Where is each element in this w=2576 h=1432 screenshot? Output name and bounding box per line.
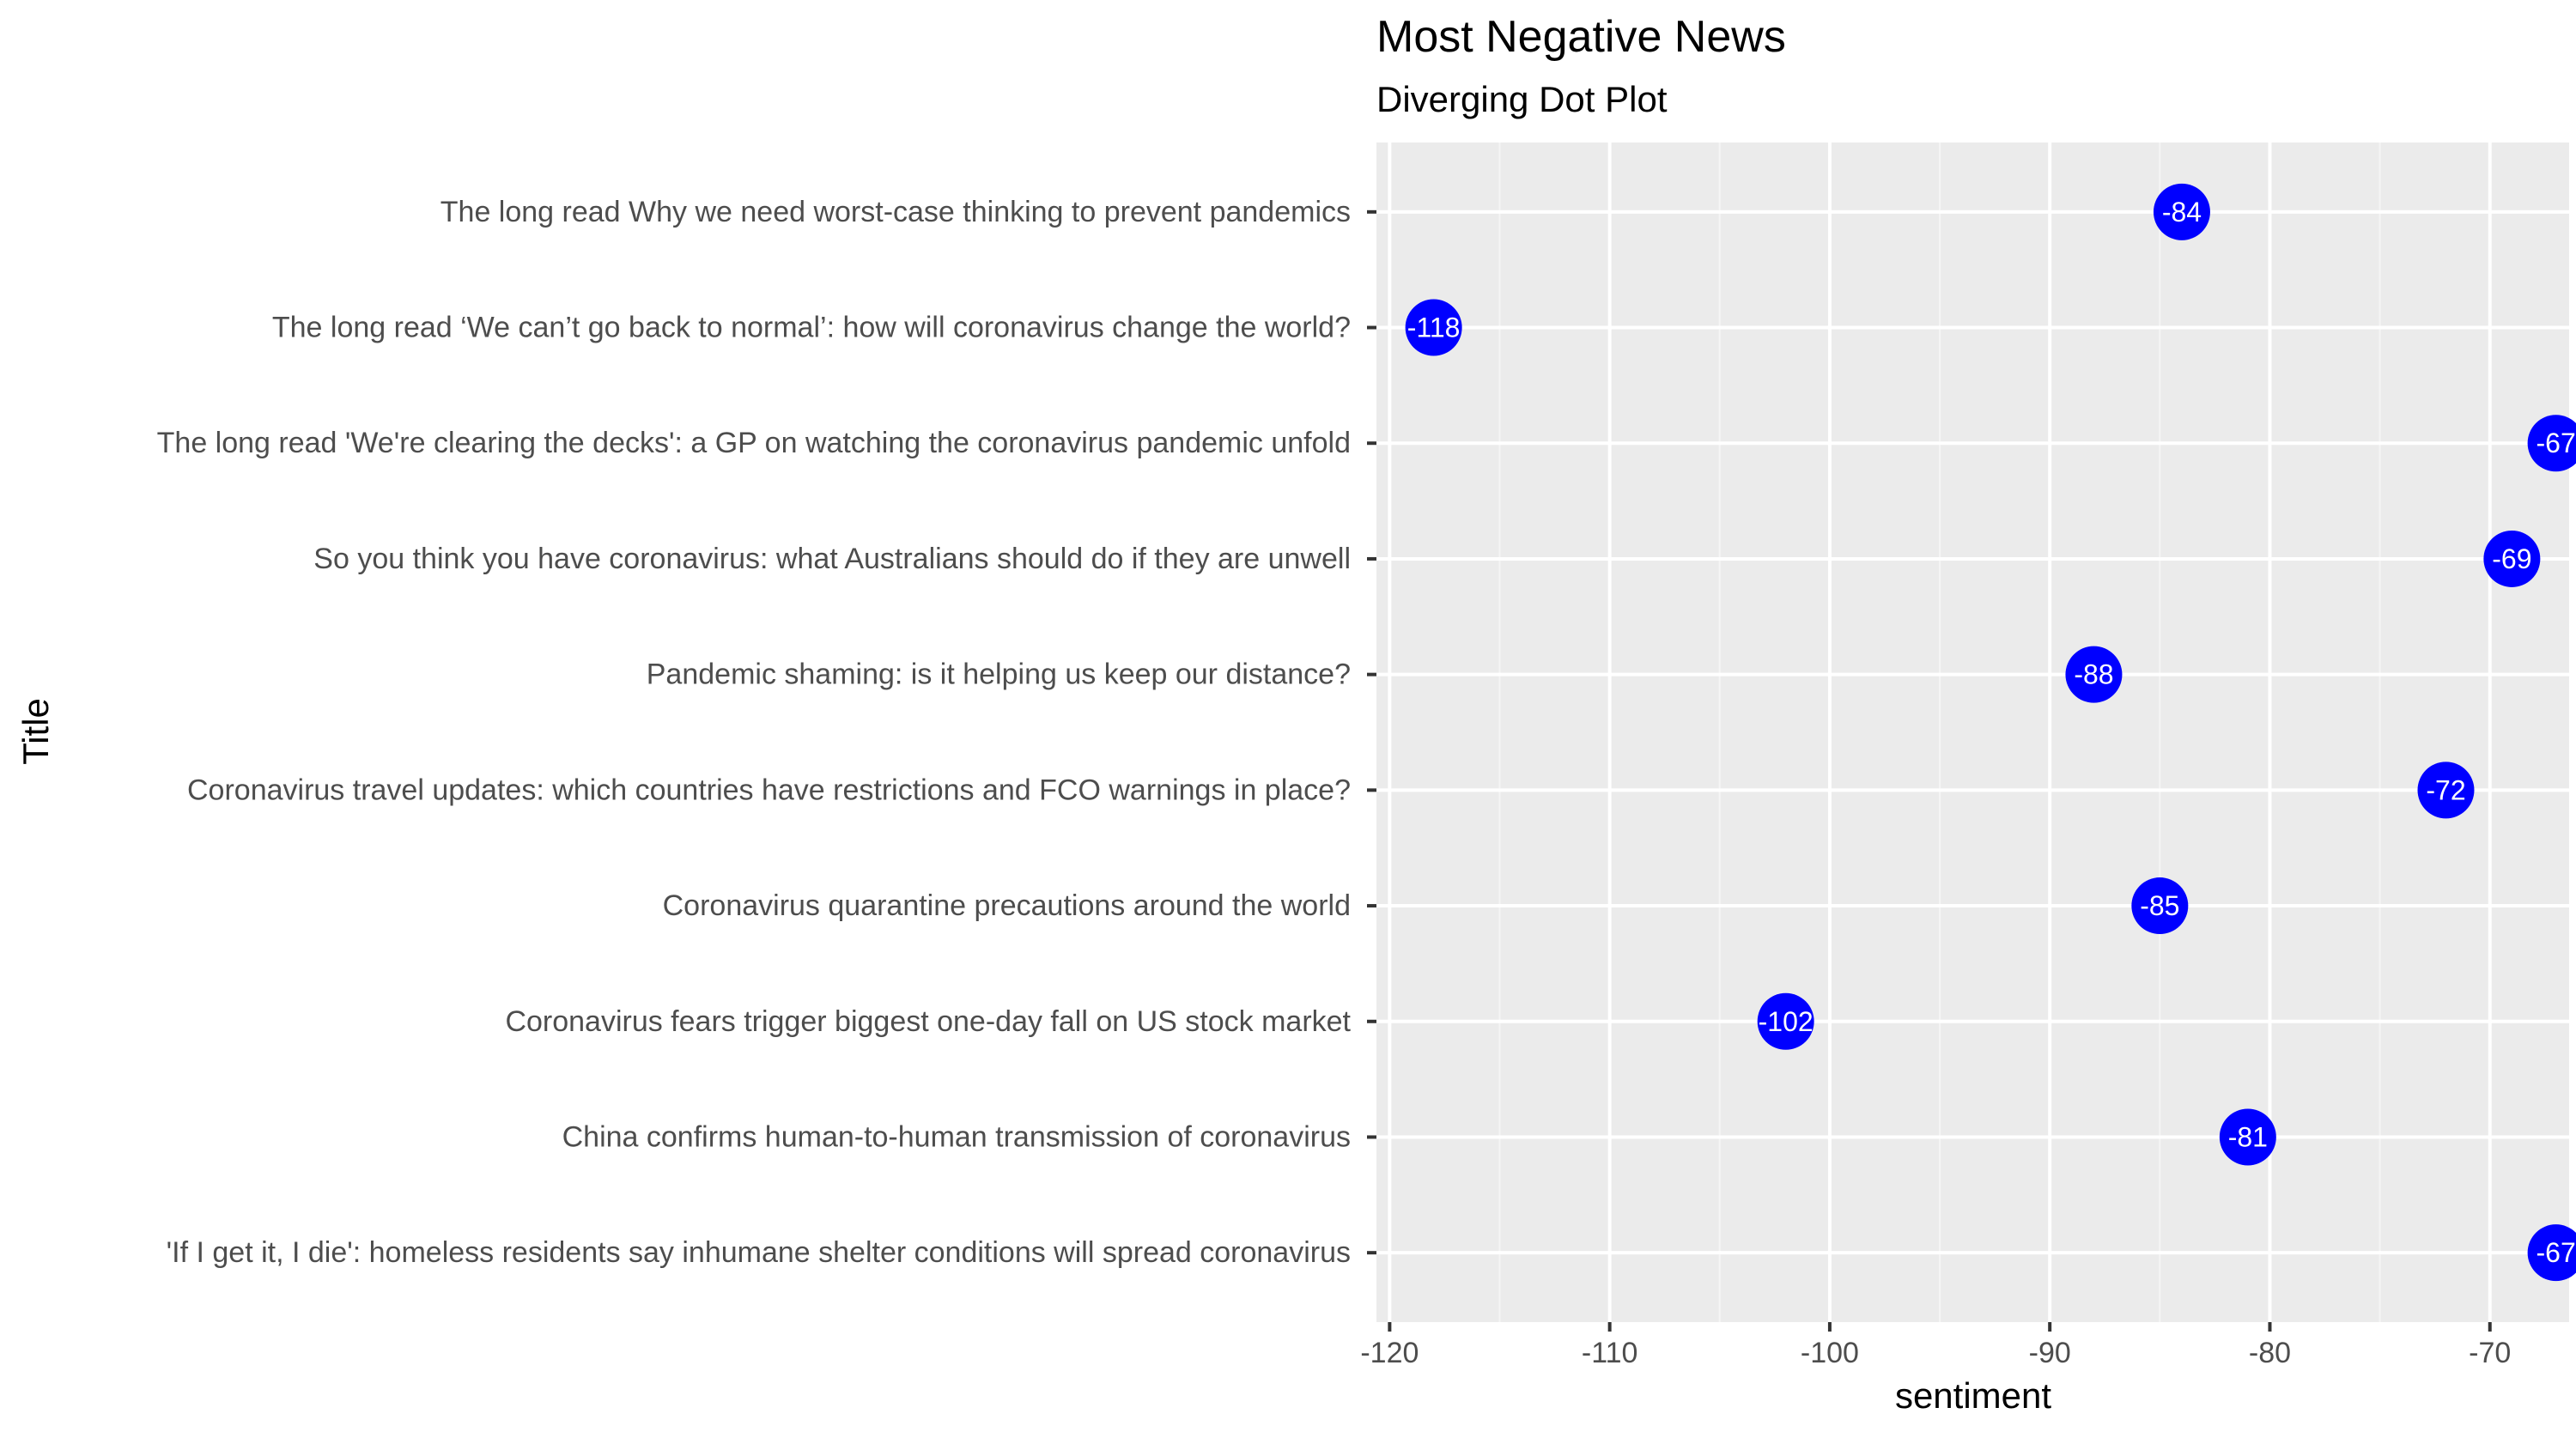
data-point xyxy=(2527,415,2576,472)
y-tick-label: 'If I get it, I die': homeless residents… xyxy=(167,1236,1351,1269)
chart-title: Most Negative News xyxy=(1376,12,1786,62)
data-label: -72 xyxy=(2426,774,2465,805)
data-point xyxy=(2483,530,2541,587)
y-axis-title: Title xyxy=(15,698,56,765)
data-label: -84 xyxy=(2162,197,2202,228)
x-axis-title: sentiment xyxy=(1895,1375,2051,1416)
y-tick-label: So you think you have coronavirus: what … xyxy=(313,543,1351,575)
data-label: -118 xyxy=(1407,312,1461,343)
chart-subtitle: Diverging Dot Plot xyxy=(1376,79,1668,119)
x-tick-label: -110 xyxy=(1582,1337,1638,1369)
y-tick-label: The long read Why we need worst-case thi… xyxy=(440,196,1351,228)
data-label: -67 xyxy=(2536,428,2575,458)
data-point xyxy=(2153,183,2210,240)
y-axis: The long read Why we need worst-case thi… xyxy=(157,196,1376,1269)
plot-panel xyxy=(1376,143,2569,1322)
x-tick-label: -120 xyxy=(1360,1337,1419,1369)
y-tick-label: Coronavirus fears trigger biggest one-da… xyxy=(505,1005,1351,1038)
data-point xyxy=(2527,1224,2576,1282)
y-tick-label: The long read 'We're clearing the decks'… xyxy=(157,427,1351,459)
data-point xyxy=(2131,877,2189,935)
x-tick-label: -100 xyxy=(1801,1337,1859,1369)
data-point xyxy=(1405,299,1462,356)
data-label: -85 xyxy=(2140,890,2179,921)
y-tick-label: The long read ‘We can’t go back to norma… xyxy=(272,312,1351,344)
data-label: -69 xyxy=(2492,543,2531,574)
data-point xyxy=(2417,762,2475,819)
data-label: -67 xyxy=(2536,1237,2575,1268)
x-tick-label: -70 xyxy=(2469,1337,2511,1369)
data-label: -88 xyxy=(2074,659,2113,690)
data-point xyxy=(2065,646,2123,703)
y-tick-label: Coronavirus quarantine precautions aroun… xyxy=(663,889,1351,922)
y-tick-label: Coronavirus travel updates: which countr… xyxy=(187,774,1351,806)
y-tick-label: Pandemic shaming: is it helping us keep … xyxy=(647,658,1351,691)
x-axis: -120 -110 -100 -90 -80 -70 xyxy=(1360,1322,2511,1369)
data-label: -102 xyxy=(1759,1006,1814,1037)
x-tick-label: -80 xyxy=(2249,1337,2291,1369)
grid-layer xyxy=(1376,143,2569,1322)
data-point xyxy=(2219,1108,2276,1166)
data-label: -81 xyxy=(2228,1121,2268,1152)
data-point xyxy=(1757,992,1814,1050)
x-tick-label: -90 xyxy=(2029,1337,2071,1369)
points-layer: -84 -118 -67 -69 -88 -72 -85 -102 -81 -67 xyxy=(1405,183,2576,1282)
y-tick-label: China confirms human-to-human transmissi… xyxy=(562,1120,1351,1153)
